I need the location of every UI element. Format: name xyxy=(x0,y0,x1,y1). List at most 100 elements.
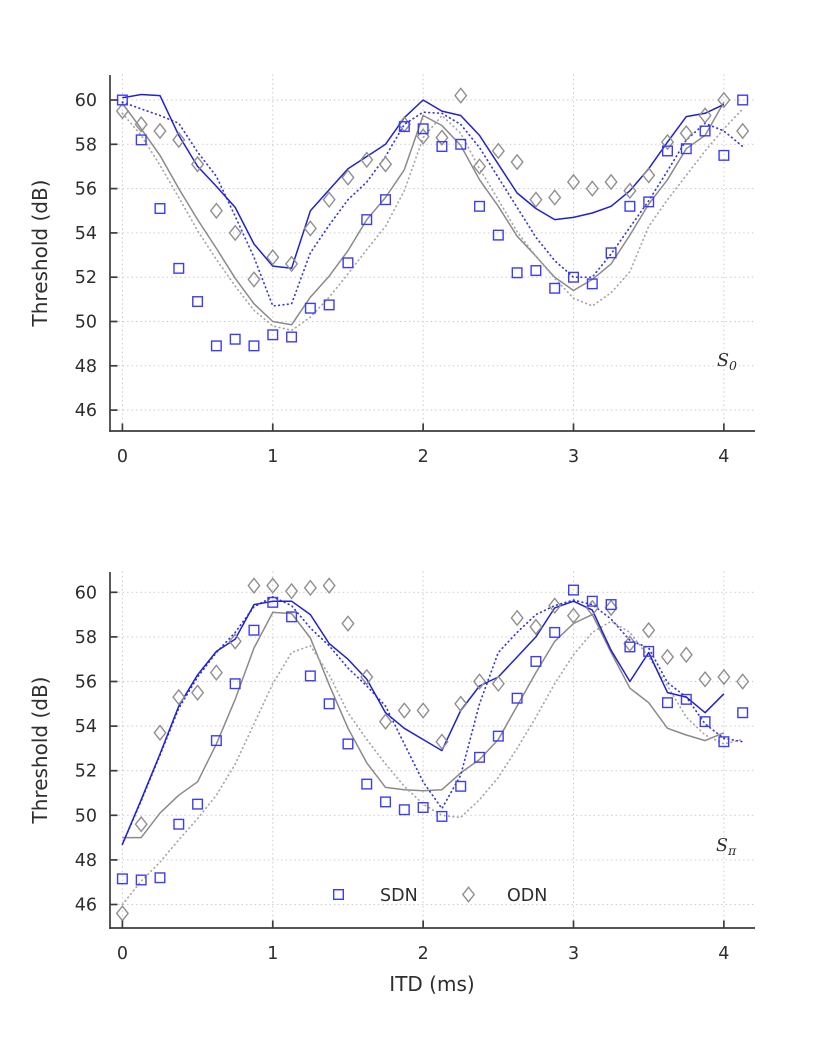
square-marker xyxy=(549,282,561,294)
diamond-marker xyxy=(228,224,242,242)
square-marker xyxy=(680,143,692,155)
diamond-marker xyxy=(153,724,167,742)
gridlines xyxy=(109,571,756,929)
sdn-fit-solid-curve xyxy=(122,93,725,270)
diamond-marker xyxy=(604,173,618,191)
square-marker xyxy=(173,818,185,830)
square-marker xyxy=(511,692,523,704)
square-marker xyxy=(135,134,147,146)
square-marker xyxy=(737,707,749,719)
diamond-marker xyxy=(228,633,242,650)
y-tick-label: 60 xyxy=(75,583,97,603)
sdn-data-markers xyxy=(116,94,749,352)
square-marker xyxy=(568,584,580,596)
y-tick-label: 52 xyxy=(75,762,97,782)
square-marker xyxy=(718,149,730,161)
square-marker xyxy=(342,738,354,750)
y-tick-label: 50 xyxy=(75,806,97,826)
x-tick-label: 4 xyxy=(718,447,729,467)
square-marker xyxy=(417,123,429,135)
diamond-marker xyxy=(360,668,374,686)
square-marker xyxy=(643,196,655,208)
odn-fit-solid-curve xyxy=(121,101,725,326)
diamond-marker xyxy=(172,131,186,149)
square-marker xyxy=(116,873,128,885)
x-tick-label: 2 xyxy=(418,944,429,964)
square-marker xyxy=(474,751,486,763)
square-marker xyxy=(417,801,429,813)
square-marker xyxy=(323,698,335,710)
square-marker xyxy=(154,203,166,215)
y-axis-label-lower: Threshold (dB) xyxy=(28,676,52,824)
square-marker xyxy=(286,611,298,623)
axes-spines xyxy=(109,572,755,929)
diamond-marker xyxy=(585,180,599,197)
gridlines xyxy=(109,74,756,432)
square-marker xyxy=(304,670,316,682)
odn-fit-solid-curve xyxy=(122,611,725,839)
square-marker xyxy=(380,194,392,206)
square-marker xyxy=(116,94,128,106)
square-marker xyxy=(737,94,749,106)
diamond-marker xyxy=(660,133,675,151)
x-tick-label: 4 xyxy=(718,944,729,964)
odn-fit-dotted-curve xyxy=(121,620,744,906)
y-tick-label: 56 xyxy=(75,180,97,200)
diamond-marker xyxy=(322,191,336,209)
odn-data-markers xyxy=(115,577,750,922)
y-tick-label: 58 xyxy=(75,135,97,155)
x-tick-label: 2 xyxy=(418,447,429,467)
diamond-marker xyxy=(454,87,468,104)
x-tick-label: 3 xyxy=(568,447,579,467)
diamond-marker xyxy=(679,124,693,142)
square-marker xyxy=(586,278,598,290)
square-marker xyxy=(680,693,692,705)
square-marker xyxy=(718,736,730,748)
diamond-marker xyxy=(322,577,336,594)
sdn-fit-solid-curve xyxy=(121,600,725,845)
square-marker xyxy=(361,214,373,226)
square-marker xyxy=(530,655,542,667)
square-marker xyxy=(210,340,222,352)
square-marker xyxy=(192,798,204,810)
square-marker xyxy=(624,200,636,212)
square-marker xyxy=(492,730,504,742)
diamond-marker xyxy=(172,688,186,706)
axes-spines xyxy=(109,75,755,432)
legend-label-sdn: SDN xyxy=(380,886,418,906)
diamond-marker xyxy=(115,102,129,120)
square-marker xyxy=(624,641,636,653)
square-marker xyxy=(248,624,260,636)
diamond-marker xyxy=(190,155,205,173)
diamond-marker xyxy=(660,648,675,666)
diamond-marker xyxy=(736,673,750,690)
diamond-marker xyxy=(461,886,476,903)
diamond-marker xyxy=(153,122,167,140)
diamond-marker xyxy=(566,173,581,191)
odn-data-markers xyxy=(115,87,750,288)
square-marker xyxy=(436,810,448,822)
square-marker xyxy=(661,145,673,157)
square-marker xyxy=(248,340,260,352)
diamond-marker xyxy=(435,129,449,146)
sdn-fit-dotted-curve xyxy=(121,595,744,846)
diamond-marker xyxy=(736,122,750,140)
diamond-marker xyxy=(266,248,280,266)
diamond-marker xyxy=(510,153,524,171)
square-marker xyxy=(304,302,316,314)
x-tick-label: 1 xyxy=(267,944,278,964)
square-marker xyxy=(549,626,561,638)
y-tick-label: 48 xyxy=(75,357,97,377)
diamond-marker xyxy=(247,271,261,288)
diamond-marker xyxy=(435,733,449,751)
y-tick-label: 54 xyxy=(75,224,97,244)
square-marker xyxy=(586,595,598,607)
y-tick-label: 46 xyxy=(75,401,97,421)
diamond-marker xyxy=(510,609,524,627)
square-marker xyxy=(699,125,711,137)
x-axis-label: ITD (ms) xyxy=(389,972,475,996)
diamond-marker xyxy=(341,615,355,632)
diamond-marker xyxy=(491,142,505,160)
diamond-marker xyxy=(266,577,280,594)
